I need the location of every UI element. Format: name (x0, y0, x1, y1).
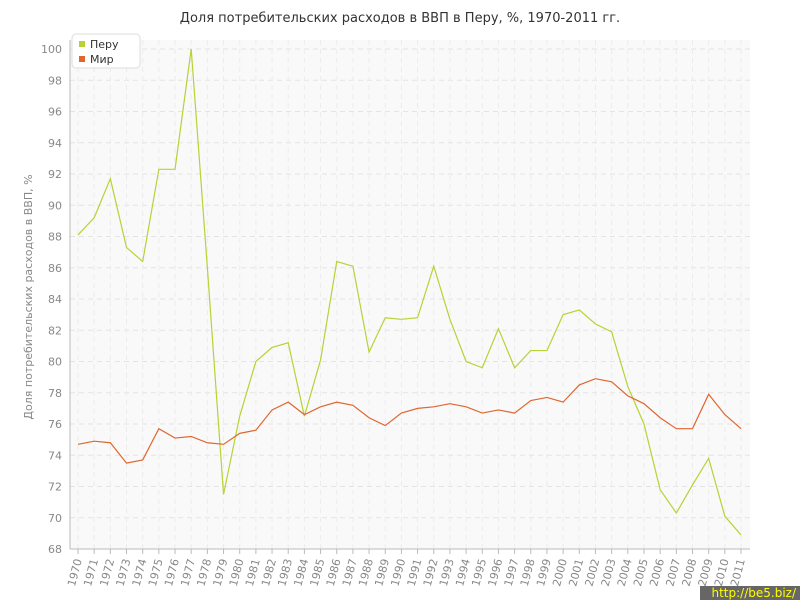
legend-text: Мир (90, 53, 114, 66)
y-tick-label: 82 (48, 324, 62, 337)
watermark: http://be5.biz/ (711, 586, 796, 600)
y-tick-label: 70 (48, 512, 62, 525)
y-tick-label: 76 (48, 418, 62, 431)
watermark-bg (700, 586, 800, 600)
y-tick-label: 90 (48, 199, 62, 212)
legend (71, 33, 141, 69)
y-tick-label: 80 (48, 356, 62, 369)
legend-swatch (79, 41, 85, 47)
plot-area (70, 40, 750, 549)
series-line (77, 378, 742, 464)
y-tick-label: 74 (48, 449, 62, 462)
y-tick-label: 72 (48, 481, 62, 494)
y-tick-label: 96 (48, 106, 62, 119)
y-tick-label: 98 (48, 74, 62, 87)
y-tick-label: 86 (48, 262, 62, 275)
series-line (77, 48, 742, 536)
y-tick-label: 88 (48, 231, 62, 244)
y-tick-label: 92 (48, 168, 62, 181)
y-tick-label: 78 (48, 387, 62, 400)
chart-title: Доля потребительских расходов в ВВП в Пе… (180, 11, 620, 26)
y-tick-label: 94 (48, 137, 62, 150)
legend-swatch (79, 56, 85, 62)
y-axis-label: Доля потребительских расходов в ВВП, % (22, 174, 35, 419)
y-tick-label: 68 (48, 543, 62, 556)
legend-text: Перу (90, 38, 119, 51)
y-tick-label: 84 (48, 293, 62, 306)
y-tick-label: 100 (41, 43, 62, 56)
